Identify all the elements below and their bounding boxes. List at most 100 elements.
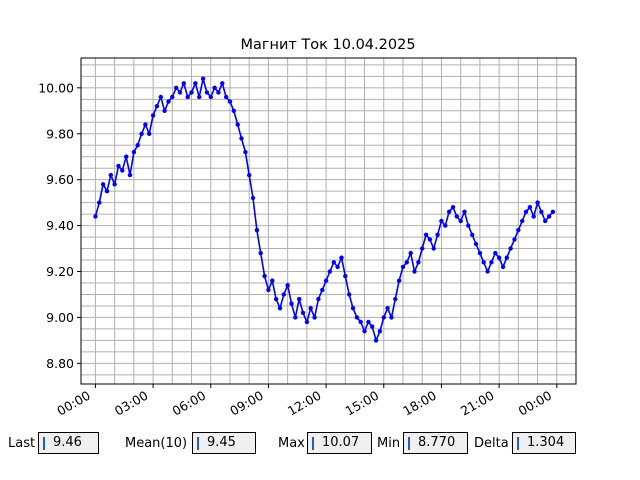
data-point bbox=[485, 269, 490, 274]
data-point bbox=[231, 108, 236, 114]
data-point bbox=[412, 269, 417, 274]
data-point bbox=[381, 315, 386, 320]
max-field[interactable]: 10.07 bbox=[307, 432, 372, 454]
x-tick-label: 18:00 bbox=[400, 388, 439, 419]
data-point bbox=[158, 94, 163, 100]
data-point bbox=[347, 292, 352, 297]
data-point bbox=[97, 200, 102, 205]
data-point bbox=[285, 283, 290, 288]
data-point bbox=[120, 168, 125, 173]
data-point bbox=[289, 301, 294, 306]
x-tick-label: 21:00 bbox=[458, 388, 497, 419]
delta-value: 1.304 bbox=[527, 435, 565, 450]
data-point bbox=[396, 278, 402, 283]
data-point bbox=[439, 218, 444, 224]
delta-field[interactable]: 1.304 bbox=[512, 432, 576, 454]
min-label: Min bbox=[377, 436, 401, 451]
data-point bbox=[166, 99, 171, 104]
data-point bbox=[489, 260, 494, 265]
data-point bbox=[504, 255, 509, 260]
x-tick-label: 00:00 bbox=[54, 388, 93, 419]
data-point bbox=[496, 255, 502, 260]
data-point bbox=[200, 76, 206, 81]
data-point bbox=[143, 122, 148, 127]
min-value: 8.770 bbox=[418, 435, 456, 450]
x-tick-label: 15:00 bbox=[343, 388, 382, 419]
data-point bbox=[454, 214, 459, 219]
data-point bbox=[327, 269, 333, 274]
data-point bbox=[400, 264, 406, 270]
data-point bbox=[273, 296, 279, 302]
y-tick-label: 9.40 bbox=[46, 218, 74, 233]
data-point bbox=[227, 99, 233, 104]
data-point bbox=[508, 246, 513, 251]
data-point bbox=[366, 319, 371, 325]
data-point bbox=[185, 94, 190, 100]
data-point bbox=[312, 315, 317, 320]
last-value: 9.46 bbox=[53, 435, 82, 450]
data-point bbox=[281, 292, 286, 297]
data-point bbox=[362, 329, 367, 334]
data-point bbox=[104, 189, 110, 194]
data-point bbox=[500, 264, 506, 270]
data-point bbox=[277, 306, 283, 311]
data-point bbox=[177, 90, 183, 95]
data-point bbox=[220, 81, 225, 86]
x-axis: 00:00 03:00 06:00 09:00 12:00 15:00 18:00 21:00… bbox=[54, 384, 558, 419]
data-point bbox=[300, 310, 306, 315]
data-point bbox=[162, 108, 167, 114]
data-point bbox=[520, 218, 525, 224]
data-point bbox=[446, 209, 452, 214]
data-point bbox=[470, 232, 475, 237]
grid bbox=[81, 58, 577, 384]
x-tick-label: 09:00 bbox=[227, 388, 266, 419]
data-point bbox=[477, 250, 483, 256]
data-point bbox=[385, 306, 390, 311]
series-line bbox=[93, 76, 556, 343]
data-point bbox=[481, 260, 486, 265]
data-point bbox=[354, 315, 360, 320]
data-point bbox=[443, 223, 448, 228]
data-point bbox=[320, 287, 325, 293]
data-point bbox=[100, 182, 106, 187]
max-label: Max bbox=[278, 436, 305, 451]
series-path bbox=[94, 78, 554, 343]
x-tick-label: 03:00 bbox=[112, 388, 151, 419]
data-point bbox=[370, 324, 375, 329]
y-tick-label: 9.60 bbox=[46, 172, 74, 187]
text-caret bbox=[408, 437, 410, 450]
delta-label: Delta bbox=[474, 436, 509, 451]
data-point bbox=[339, 255, 344, 260]
x-tick-label: 12:00 bbox=[285, 388, 324, 419]
data-point bbox=[189, 90, 194, 95]
data-point bbox=[523, 209, 529, 214]
data-point bbox=[543, 218, 548, 224]
data-point bbox=[250, 195, 256, 201]
y-tick-label: 10.00 bbox=[38, 80, 74, 95]
data-point bbox=[223, 94, 229, 100]
data-point bbox=[216, 90, 221, 95]
last-field[interactable]: 9.46 bbox=[38, 432, 99, 454]
data-point bbox=[170, 94, 175, 100]
data-point bbox=[212, 85, 217, 91]
data-point bbox=[262, 273, 267, 279]
data-point bbox=[539, 209, 544, 214]
last-label: Last bbox=[8, 436, 36, 451]
min-field[interactable]: 8.770 bbox=[403, 432, 468, 454]
mean-field[interactable]: 9.45 bbox=[192, 432, 256, 454]
data-point bbox=[131, 149, 137, 155]
data-point bbox=[516, 228, 521, 233]
data-point bbox=[239, 136, 244, 141]
data-point bbox=[308, 306, 313, 311]
data-point bbox=[393, 296, 398, 302]
data-point bbox=[350, 306, 356, 311]
data-point bbox=[247, 172, 252, 178]
data-point bbox=[323, 278, 329, 283]
data-point bbox=[154, 104, 160, 109]
data-point bbox=[127, 172, 133, 178]
data-point bbox=[293, 315, 298, 320]
data-point bbox=[512, 237, 517, 242]
data-point bbox=[258, 250, 263, 256]
data-point bbox=[435, 232, 440, 237]
